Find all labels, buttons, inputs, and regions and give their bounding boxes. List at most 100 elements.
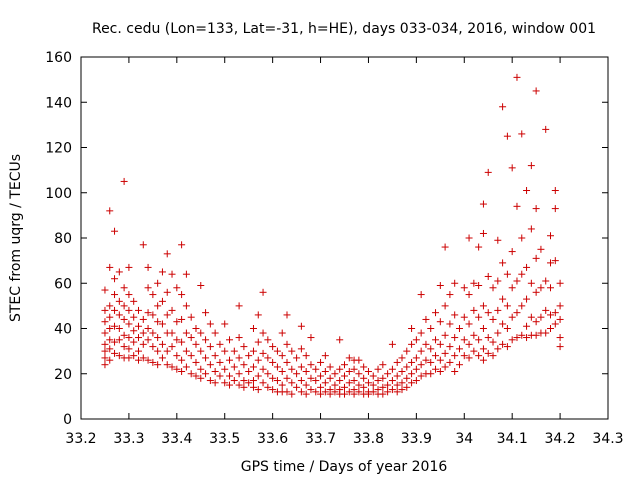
data-point xyxy=(106,325,114,332)
data-point xyxy=(326,363,334,371)
data-point xyxy=(360,374,368,382)
data-point xyxy=(345,354,353,362)
data-point xyxy=(393,372,401,380)
data-point xyxy=(398,354,406,362)
x-tick-label: 33.3 xyxy=(113,431,144,447)
data-point xyxy=(202,354,210,362)
data-point xyxy=(388,386,396,394)
y-tick-label: 140 xyxy=(45,95,72,111)
data-point xyxy=(226,336,234,344)
data-point xyxy=(547,284,555,292)
data-point xyxy=(221,320,229,328)
data-point xyxy=(197,347,205,355)
data-point xyxy=(499,320,507,328)
data-point xyxy=(259,365,267,373)
data-points xyxy=(101,73,564,398)
data-point xyxy=(240,377,248,385)
data-point xyxy=(115,325,123,332)
data-point xyxy=(470,331,478,339)
data-point xyxy=(527,225,535,233)
data-point xyxy=(264,370,272,378)
data-point xyxy=(427,358,435,366)
data-point xyxy=(345,367,353,375)
data-point xyxy=(422,356,430,364)
data-point xyxy=(216,340,224,348)
data-point xyxy=(173,352,181,360)
data-point xyxy=(125,334,133,342)
data-point xyxy=(508,248,516,256)
data-point xyxy=(479,200,487,208)
data-point xyxy=(106,345,114,353)
data-point xyxy=(556,334,564,342)
data-point xyxy=(278,367,286,375)
data-point xyxy=(125,291,133,299)
data-point xyxy=(111,227,119,235)
data-point xyxy=(235,354,243,362)
data-point xyxy=(451,311,459,319)
data-point xyxy=(245,379,253,387)
data-point xyxy=(408,379,416,387)
data-point xyxy=(436,367,444,375)
x-tick-label: 33.5 xyxy=(209,431,240,447)
data-point xyxy=(441,349,449,357)
data-point xyxy=(369,381,377,389)
data-point xyxy=(403,363,411,371)
data-point xyxy=(134,356,142,364)
data-point xyxy=(523,295,531,303)
data-point xyxy=(350,377,358,385)
x-tick-label: 33.8 xyxy=(353,431,384,447)
data-point xyxy=(139,315,147,323)
data-point xyxy=(345,388,353,396)
data-point xyxy=(379,361,387,369)
data-point xyxy=(163,288,171,296)
data-point xyxy=(518,234,526,242)
data-point xyxy=(197,282,205,290)
data-point xyxy=(523,263,531,271)
data-point xyxy=(240,383,248,391)
data-point xyxy=(384,370,392,378)
data-point xyxy=(101,354,109,362)
data-point xyxy=(484,309,492,317)
data-point xyxy=(249,363,257,371)
data-point xyxy=(149,329,157,337)
y-tick-label: 40 xyxy=(54,322,72,338)
data-point xyxy=(178,291,186,299)
data-point xyxy=(197,329,205,337)
data-point xyxy=(163,361,171,369)
data-point xyxy=(465,320,473,328)
data-point xyxy=(115,336,123,344)
data-point xyxy=(101,340,109,348)
data-point xyxy=(432,352,440,360)
data-point xyxy=(369,388,377,396)
data-point xyxy=(278,329,286,337)
data-point xyxy=(254,338,262,346)
data-point xyxy=(499,259,507,267)
data-point xyxy=(230,377,238,385)
data-point xyxy=(470,306,478,314)
data-point xyxy=(173,318,181,326)
data-point xyxy=(158,297,166,305)
data-point xyxy=(475,282,483,290)
plot-frame xyxy=(80,56,609,420)
data-point xyxy=(532,87,540,95)
data-point xyxy=(551,257,559,265)
data-point xyxy=(455,345,463,353)
data-point xyxy=(264,354,272,362)
data-point xyxy=(230,363,238,371)
data-point xyxy=(173,336,181,344)
data-point xyxy=(547,259,555,267)
data-point xyxy=(412,365,420,373)
data-point xyxy=(441,331,449,339)
data-point xyxy=(436,356,444,364)
data-point xyxy=(288,347,296,355)
data-point xyxy=(111,322,119,330)
data-point xyxy=(211,367,219,375)
data-point xyxy=(331,388,339,396)
data-point xyxy=(139,340,147,348)
data-point xyxy=(479,302,487,310)
data-point xyxy=(556,315,564,323)
data-point xyxy=(532,288,540,296)
data-point xyxy=(460,284,468,292)
data-point xyxy=(182,347,190,355)
